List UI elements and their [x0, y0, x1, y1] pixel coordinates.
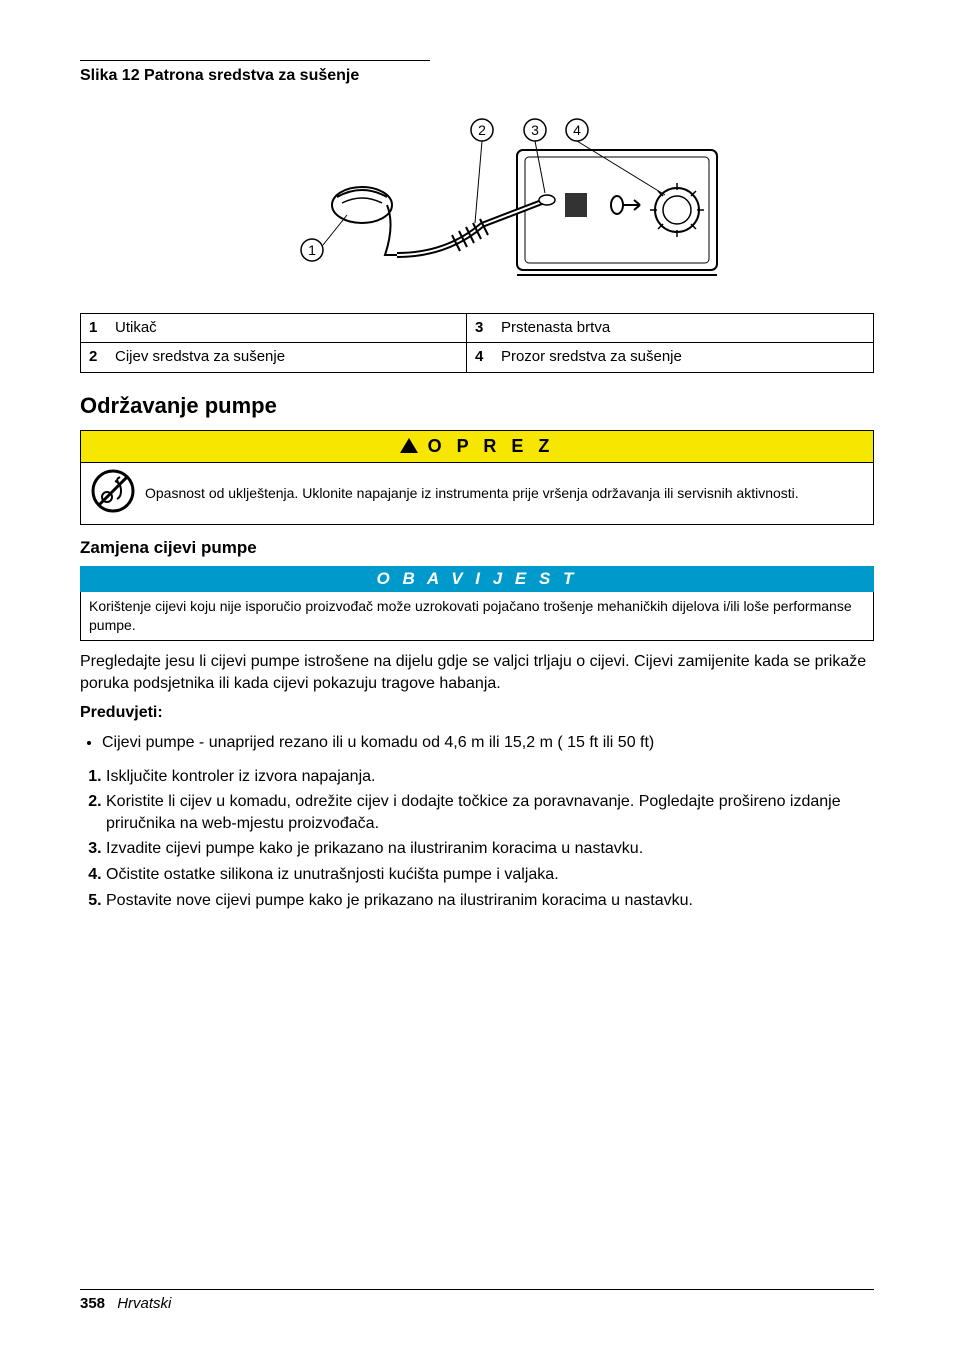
callout-4: 4 [573, 122, 581, 138]
part-label: Utikač [111, 314, 466, 343]
part-num: 1 [81, 314, 112, 343]
callout-1: 1 [308, 242, 316, 258]
figure-illustration: 2 3 4 1 [80, 105, 874, 302]
steps-list: Isključite kontroler iz izvora napajanja… [80, 766, 874, 912]
part-num: 3 [466, 314, 497, 343]
prerequisites-list: Cijevi pumpe - unaprijed rezano ili u ko… [80, 732, 874, 754]
list-item: Cijevi pumpe - unaprijed rezano ili u ko… [102, 732, 874, 754]
subsection-heading: Zamjena cijevi pumpe [80, 537, 874, 560]
notice-text: Korištenje cijevi koju nije isporučio pr… [80, 592, 874, 641]
caution-title-text: O P R E Z [428, 436, 555, 456]
step-item: Izvadite cijevi pumpe kako je prikazano … [106, 838, 874, 860]
page-footer: 358 Hrvatski [80, 1289, 874, 1314]
step-item: Postavite nove cijevi pumpe kako je prik… [106, 890, 874, 912]
part-label: Prozor sredstva za sušenje [497, 343, 874, 372]
intro-paragraph: Pregledajte jesu li cijevi pumpe istroše… [80, 651, 874, 694]
section-heading: Održavanje pumpe [80, 391, 874, 421]
part-num: 2 [81, 343, 112, 372]
callout-2: 2 [478, 122, 486, 138]
parts-table: 1 Utikač 3 Prstenasta brtva 2 Cijev sred… [80, 313, 874, 373]
step-item: Očistite ostatke silikona iz unutrašnjos… [106, 864, 874, 886]
part-label: Cijev sredstva za sušenje [111, 343, 466, 372]
page-language: Hrvatski [117, 1295, 171, 1312]
callout-3: 3 [531, 122, 539, 138]
figure-caption: Slika 12 Patrona sredstva za sušenje [80, 60, 430, 87]
pinch-hazard-icon [91, 469, 137, 518]
caution-box: O P R E Z Opasnost od uklještenja. Uklon… [80, 430, 874, 524]
prerequisites-label: Preduvjeti: [80, 702, 874, 724]
step-item: Koristite li cijev u komadu, odrežite ci… [106, 791, 874, 834]
part-label: Prstenasta brtva [497, 314, 874, 343]
part-num: 4 [466, 343, 497, 372]
notice-title: O B A V I J E S T [80, 566, 874, 593]
step-item: Isključite kontroler iz izvora napajanja… [106, 766, 874, 788]
caution-text: Opasnost od uklještenja. Uklonite napaja… [145, 484, 799, 503]
page-number: 358 [80, 1295, 105, 1312]
caution-title: O P R E Z [81, 431, 873, 462]
